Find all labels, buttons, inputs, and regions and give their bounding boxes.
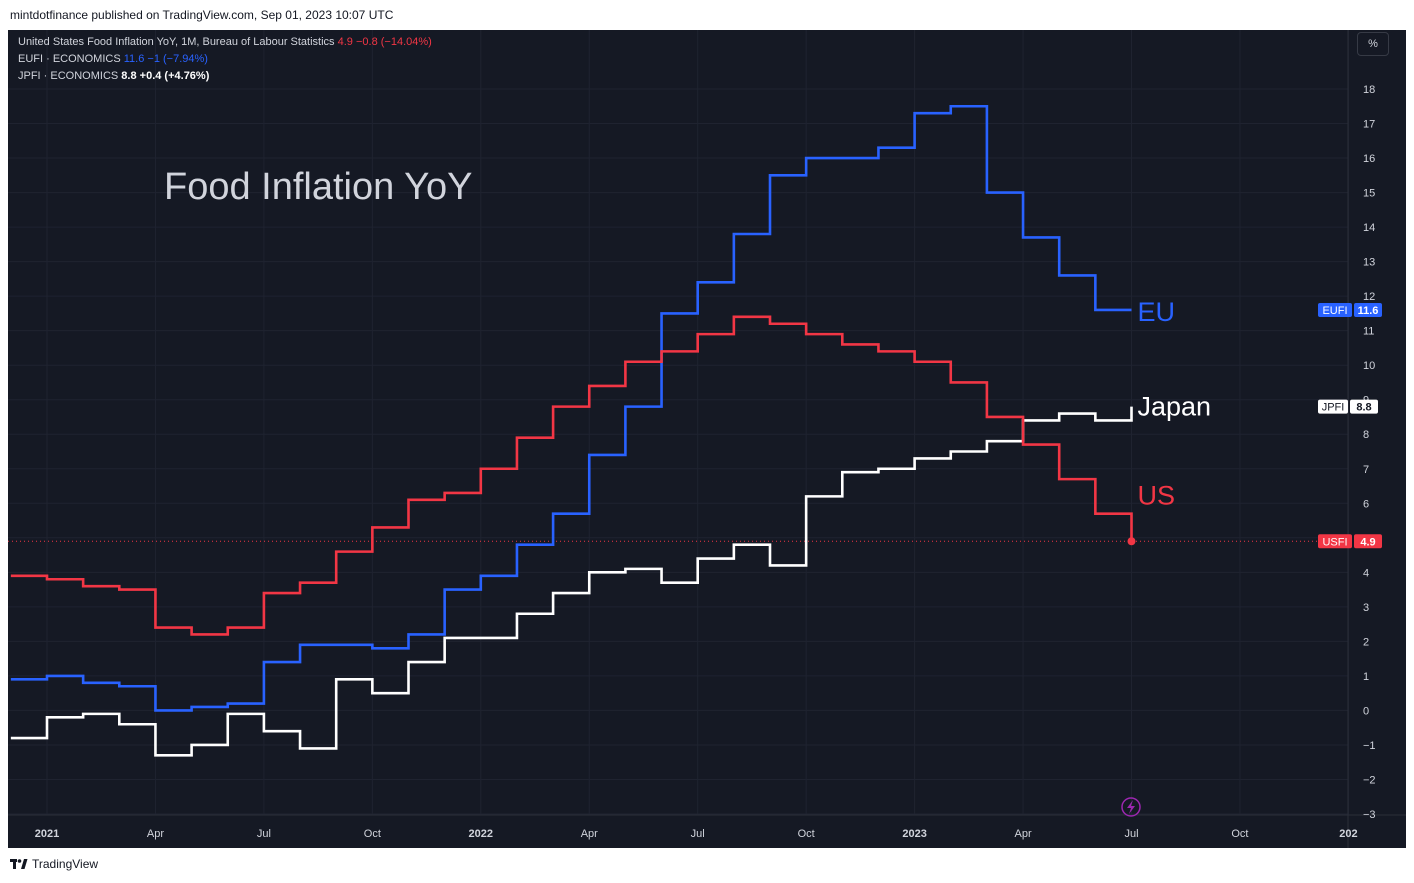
- legend-us-value: 4.9: [337, 36, 353, 48]
- y-tick-label: 7: [1363, 464, 1369, 476]
- x-tick-label: 2021: [35, 828, 59, 840]
- y-tick-label: 8: [1363, 429, 1369, 441]
- y-tick-label: 15: [1363, 188, 1375, 200]
- x-tick-label: 202: [1339, 828, 1357, 840]
- tradingview-logo[interactable]: TradingView: [10, 857, 98, 871]
- footer: TradingView: [0, 848, 1414, 883]
- value-badge: [1354, 534, 1382, 549]
- x-tick-label: 2022: [469, 828, 493, 840]
- x-tick-label: Oct: [364, 828, 381, 840]
- ticker-badge: [1318, 302, 1352, 317]
- x-tick-label: 2023: [902, 828, 926, 840]
- x-tick-label: Jul: [691, 828, 705, 840]
- legend-us-change: −0.8 (−14.04%): [355, 36, 432, 48]
- lightning-icon: [1127, 800, 1135, 814]
- y-tick-label: 6: [1363, 498, 1369, 510]
- ticker-badge: [1318, 399, 1348, 414]
- legend-eu-name: EUFI · ECONOMICS: [18, 53, 121, 65]
- legend: United States Food Inflation YoY, 1M, Bu…: [18, 34, 432, 85]
- value-badge: [1350, 399, 1378, 414]
- y-tick-label: 0: [1363, 705, 1369, 717]
- legend-row-us[interactable]: United States Food Inflation YoY, 1M, Bu…: [18, 34, 432, 51]
- y-tick-label: −3: [1363, 809, 1376, 821]
- y-tick-label: 17: [1363, 119, 1375, 131]
- value-badge-label: 8.8: [1356, 402, 1371, 414]
- tradingview-logo-text: TradingView: [32, 857, 99, 871]
- legend-row-eu[interactable]: EUFI · ECONOMICS 11.6 −1 (−7.94%): [18, 51, 432, 68]
- legend-jp-name: JPFI · ECONOMICS: [18, 70, 119, 82]
- legend-jp-change: +0.4 (+4.76%): [139, 70, 210, 82]
- ticker-badge-label: USFI: [1322, 536, 1347, 548]
- value-badge-label: 4.9: [1360, 536, 1375, 548]
- y-tick-label: 10: [1363, 360, 1375, 372]
- y-tick-label: 18: [1363, 84, 1375, 96]
- y-tick-label: −1: [1363, 740, 1376, 752]
- y-tick-label: 13: [1363, 257, 1375, 269]
- x-tick-label: Jul: [1124, 828, 1138, 840]
- x-tick-label: Oct: [798, 828, 815, 840]
- y-tick-label: 4: [1363, 567, 1369, 579]
- ticker-badge-label: JPFI: [1322, 402, 1345, 414]
- series-line-japan[interactable]: [10, 406, 1133, 757]
- y-tick-label: 3: [1363, 602, 1369, 614]
- y-tick-label: 2: [1363, 636, 1369, 648]
- unit-toggle-button[interactable]: %: [1357, 32, 1389, 56]
- value-badge: [1354, 302, 1382, 317]
- series-line-eu[interactable]: [10, 104, 1132, 712]
- y-tick-label: 16: [1363, 153, 1375, 165]
- series-label-us: US: [1138, 480, 1176, 510]
- legend-eu-change: −1 (−7.94%): [147, 53, 208, 65]
- value-badge-label: 11.6: [1358, 305, 1379, 317]
- publish-header: mintdotfinance published on TradingView.…: [0, 0, 1414, 30]
- x-tick-label: Apr: [147, 828, 164, 840]
- y-tick-label: 12: [1363, 291, 1375, 303]
- us-last-point[interactable]: [1127, 537, 1136, 546]
- y-tick-label: 1: [1363, 671, 1369, 683]
- y-tick-label: 14: [1363, 222, 1375, 234]
- ticker-badge: [1318, 534, 1352, 549]
- events-icon[interactable]: [1121, 797, 1141, 817]
- series-label-japan: Japan: [1138, 392, 1212, 422]
- series-line-us[interactable]: [10, 315, 1133, 636]
- publish-info: mintdotfinance published on TradingView.…: [10, 8, 394, 22]
- chart-title: Food Inflation YoY: [164, 166, 473, 208]
- legend-row-jp[interactable]: JPFI · ECONOMICS 8.8 +0.4 (+4.76%): [18, 68, 432, 85]
- y-tick-label: 11: [1363, 326, 1374, 338]
- legend-jp-value: 8.8: [121, 70, 137, 82]
- legend-eu-value: 11.6: [123, 53, 145, 65]
- x-tick-label: Apr: [581, 828, 598, 840]
- x-tick-label: Oct: [1231, 828, 1248, 840]
- chart-canvas[interactable]: 1817161514131211109876543210−1−2−32021Ap…: [8, 30, 1406, 848]
- y-tick-label: −2: [1363, 774, 1376, 786]
- ticker-badge-label: EUFI: [1322, 305, 1347, 317]
- series-label-eu: EU: [1138, 297, 1176, 327]
- x-tick-label: Jul: [257, 828, 271, 840]
- legend-us-name: United States Food Inflation YoY, 1M, Bu…: [18, 36, 335, 48]
- x-tick-label: Apr: [1014, 828, 1031, 840]
- tradingview-logo-icon: [10, 859, 28, 869]
- chart-frame[interactable]: 1817161514131211109876543210−1−2−32021Ap…: [8, 30, 1406, 848]
